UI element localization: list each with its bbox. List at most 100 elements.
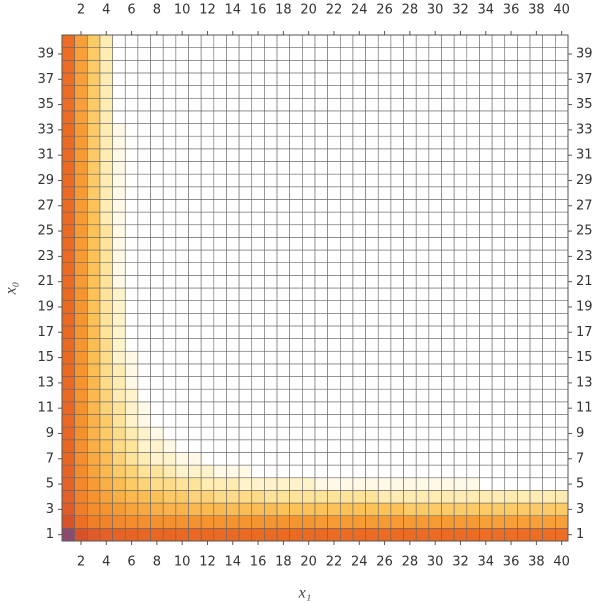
heatmap-cell [99, 350, 113, 365]
heatmap-cell [466, 439, 480, 453]
heatmap-cell [87, 426, 101, 441]
heatmap-cell [150, 135, 164, 150]
heatmap-cell [428, 528, 442, 542]
heatmap-cell [365, 110, 379, 124]
heatmap-cell [352, 287, 366, 301]
heatmap-cell [529, 363, 543, 377]
heatmap-cell [555, 275, 569, 289]
heatmap-cell [479, 350, 493, 365]
heatmap-cell [276, 173, 290, 188]
heatmap-cell [150, 211, 164, 226]
heatmap-cell [428, 249, 442, 264]
heatmap-cell [226, 72, 240, 86]
heatmap-cell [529, 199, 543, 213]
heatmap-cell [453, 211, 468, 226]
heatmap-cell [339, 211, 354, 226]
heatmap-cell [264, 237, 278, 251]
heatmap-cell [453, 325, 468, 339]
heatmap-cell [504, 85, 518, 99]
heatmap-cell [137, 376, 151, 390]
heatmap-cell [112, 439, 126, 453]
heatmap-cell [124, 224, 139, 238]
heatmap-cell [466, 426, 480, 441]
heatmap-cell [339, 275, 354, 289]
heatmap-cell [415, 110, 430, 124]
heatmap-cell [428, 97, 442, 112]
heatmap-cell [529, 47, 543, 61]
heatmap-cell [61, 363, 75, 377]
heatmap-cell [555, 502, 569, 516]
heatmap-cell [226, 249, 240, 264]
heatmap-cell [74, 224, 88, 238]
heatmap-cell [529, 186, 543, 200]
heatmap-cell [377, 439, 392, 453]
heatmap-cell [390, 350, 404, 365]
heatmap-cell [162, 528, 177, 542]
heatmap-cell [441, 173, 455, 188]
heatmap-cell [61, 414, 75, 428]
heatmap-cell [339, 85, 354, 99]
heatmap-cell [555, 300, 569, 314]
heatmap-cell [99, 312, 113, 327]
heatmap-cell [238, 249, 253, 264]
heatmap-cell [390, 85, 404, 99]
heatmap-cell [112, 135, 126, 150]
heatmap-cell [339, 439, 354, 453]
heatmap-cell [251, 388, 265, 403]
heatmap-cell [264, 426, 278, 441]
heatmap-cell [491, 401, 506, 415]
heatmap-cell [162, 211, 177, 226]
heatmap-cell [124, 338, 139, 352]
heatmap-cell [251, 275, 265, 289]
heatmap-cell [137, 414, 151, 428]
heatmap-cell [504, 376, 518, 390]
heatmap-cell [200, 211, 215, 226]
heatmap-cell [466, 123, 480, 137]
heatmap-cell [99, 211, 113, 226]
heatmap-cell [314, 211, 328, 226]
heatmap-cell [529, 414, 543, 428]
x-tick-label: 8 [153, 3, 161, 18]
heatmap-cell [175, 414, 189, 428]
heatmap-cell [504, 199, 518, 213]
heatmap-cell [238, 173, 253, 188]
heatmap-cell [365, 325, 379, 339]
heatmap-cell [479, 148, 493, 162]
heatmap-cell [517, 388, 531, 403]
heatmap-cell [150, 515, 164, 529]
heatmap-cell [175, 211, 189, 226]
heatmap-cell [162, 237, 177, 251]
heatmap-cell [238, 34, 253, 48]
heatmap-cell [87, 224, 101, 238]
heatmap-cell [415, 515, 430, 529]
heatmap-cell [542, 338, 556, 352]
heatmap-cell [276, 237, 290, 251]
heatmap-cell [238, 338, 253, 352]
heatmap-cell [137, 452, 151, 466]
heatmap-cell [150, 287, 164, 301]
heatmap-cell [352, 275, 366, 289]
heatmap-cell [491, 452, 506, 466]
heatmap-cell [390, 173, 404, 188]
heatmap-cell [200, 502, 215, 516]
heatmap-cell [453, 515, 468, 529]
heatmap-cell [453, 490, 468, 504]
heatmap-cell [226, 173, 240, 188]
heatmap-cell [238, 426, 253, 441]
heatmap-cell [226, 34, 240, 48]
heatmap-cell [529, 376, 543, 390]
heatmap-cell [314, 452, 328, 466]
heatmap-cell [124, 135, 139, 150]
heatmap-cell [137, 161, 151, 175]
heatmap-cell [162, 426, 177, 441]
heatmap-cell [542, 287, 556, 301]
heatmap-cell [175, 262, 189, 276]
heatmap-cell [339, 490, 354, 504]
heatmap-cell [314, 199, 328, 213]
heatmap-cell [162, 249, 177, 264]
heatmap-cell [529, 350, 543, 365]
heatmap-cell [466, 528, 480, 542]
x-tick-label: 12 [199, 3, 216, 18]
heatmap-cell [390, 464, 404, 479]
heatmap-cell [238, 224, 253, 238]
